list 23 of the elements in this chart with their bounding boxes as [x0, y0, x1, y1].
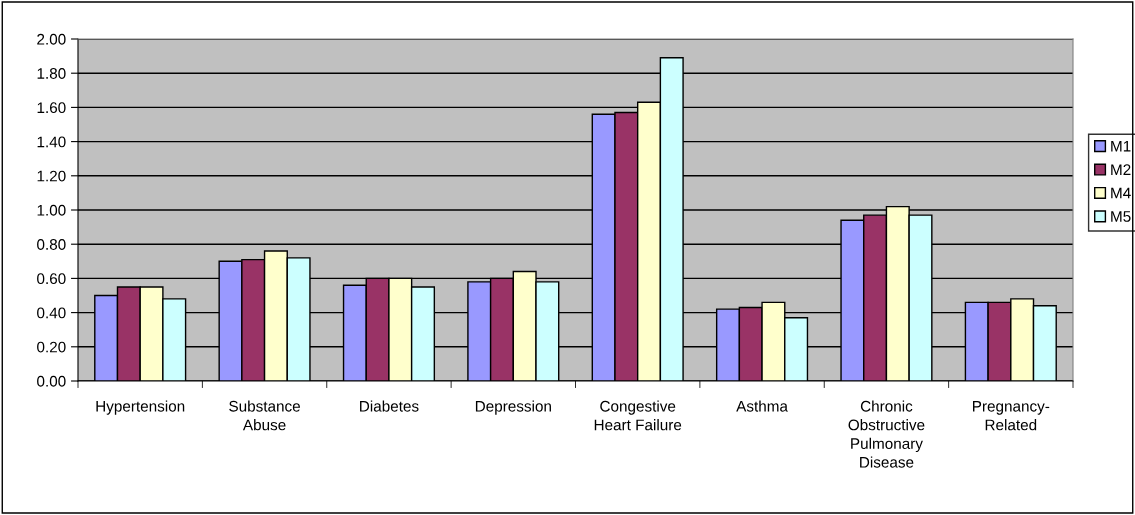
- y-tick-label: 2.00: [37, 33, 66, 45]
- y-tick-label: 1.40: [37, 136, 66, 148]
- x-tick-label: Congestive Heart Failure: [594, 400, 682, 431]
- y-tick-label: 1.80: [37, 68, 66, 79]
- legend-label: M4: [1111, 187, 1131, 199]
- x-tick-label: Depression: [475, 400, 551, 415]
- legend-label: M1: [1111, 140, 1131, 152]
- x-tick-label: Hypertension: [96, 400, 185, 415]
- y-tick-label: 0.40: [37, 307, 66, 319]
- legend-label: M2: [1111, 164, 1131, 175]
- y-tick-label: 1.00: [37, 204, 66, 216]
- y-tick-label: 1.20: [37, 170, 66, 182]
- legend-label: M5: [1111, 211, 1131, 222]
- y-tick-label: 1.60: [37, 102, 66, 114]
- x-tick-label: Diabetes: [360, 400, 419, 412]
- x-tick-label: Substance Abuse: [229, 400, 300, 431]
- y-tick-label: 0.60: [37, 273, 66, 285]
- y-tick-label: 0.20: [37, 341, 66, 353]
- y-tick-label: 0.80: [37, 239, 66, 250]
- y-tick-label: 0.00: [37, 375, 66, 387]
- x-tick-label: Pregnancy- Related: [973, 401, 1050, 431]
- x-tick-label: Chronic Obstructive Pulmonary Disease: [848, 400, 925, 468]
- x-tick-label: Asthma: [736, 400, 788, 412]
